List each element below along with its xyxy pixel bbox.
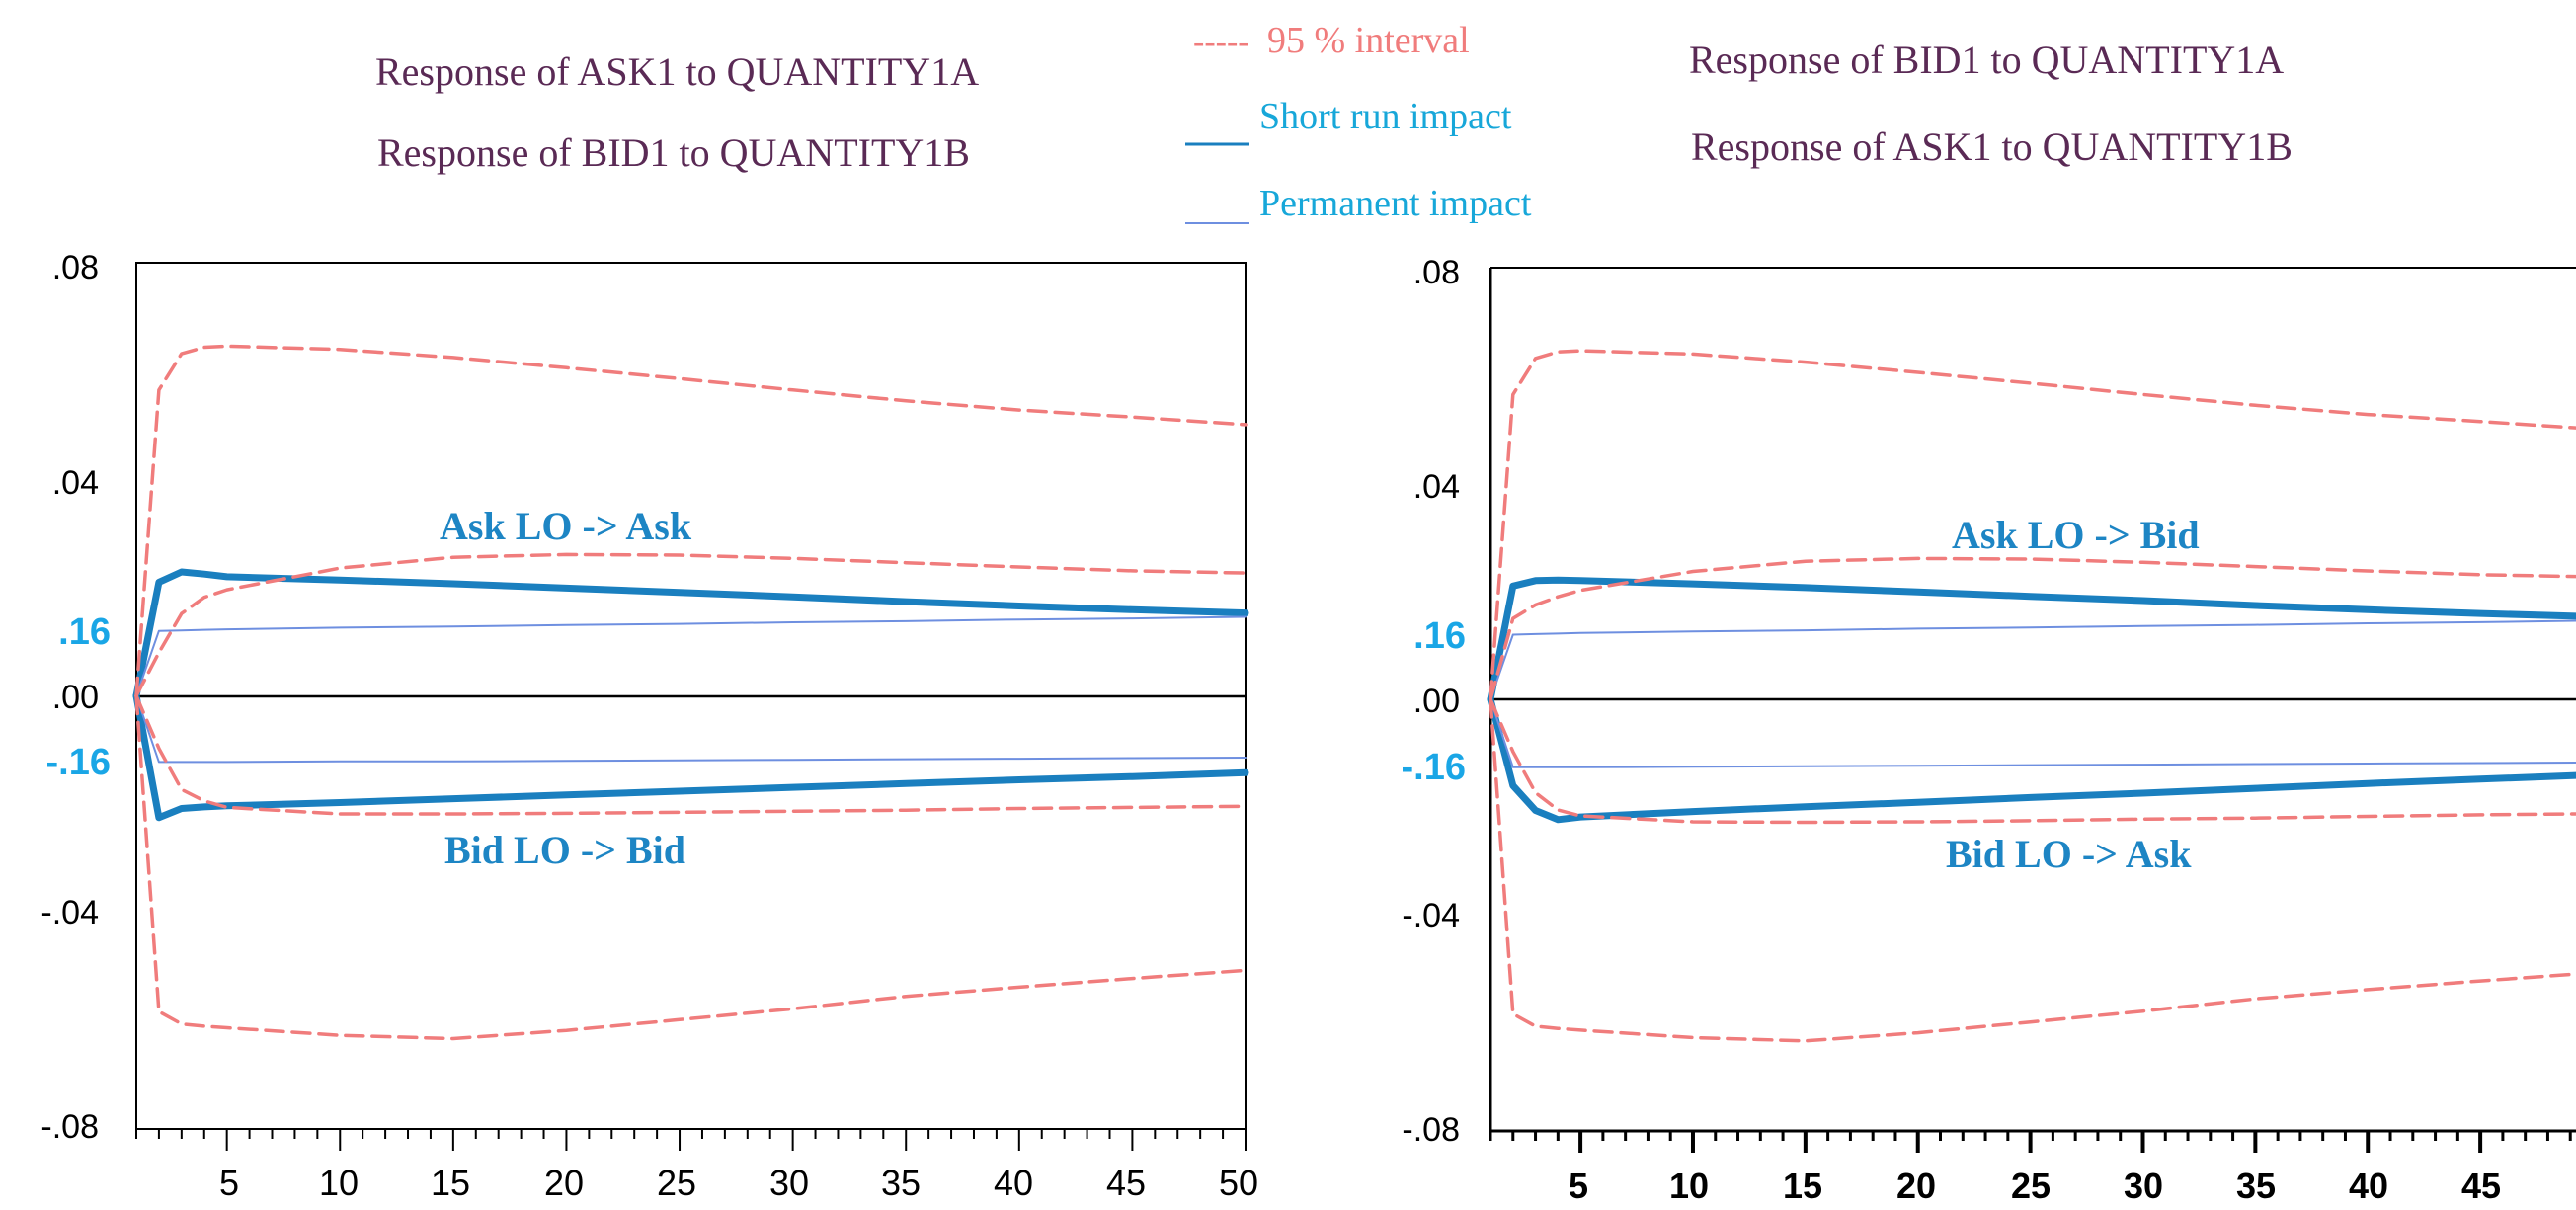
x-tick-label: 30 [769, 1163, 809, 1203]
upper-inner-interval-line [134, 552, 1248, 698]
panel-1-series [132, 344, 1249, 1041]
x-tick-label: 20 [1896, 1166, 1936, 1206]
chart-panel-2: Response of BID1 to QUANTITY1A Response … [1402, 38, 2576, 1206]
lower-permanent-line [135, 694, 1247, 764]
panel-2-plot-area [1487, 267, 2576, 1153]
series-label-upper: Ask LO -> Bid [1952, 513, 2200, 557]
upper-inner-interval-line [1489, 556, 2576, 701]
y-tick-label: -.04 [1402, 897, 1460, 934]
chart-panel-1: Response of ASK1 to QUANTITY1A Response … [40, 49, 1258, 1203]
panel-1-title-2: Response of BID1 to QUANTITY1B [377, 130, 970, 175]
lower-short-run-line [132, 692, 1249, 822]
x-tick-label: 45 [2461, 1166, 2501, 1206]
y-tick-label: .08 [1413, 254, 1460, 291]
panel-1-plot-area [132, 262, 1249, 1151]
x-tick-label: 30 [2124, 1166, 2163, 1206]
legend-permanent-label: Permanent impact [1259, 183, 1532, 224]
y-tick-label: .04 [1413, 468, 1460, 506]
x-tick-label: 45 [1106, 1163, 1146, 1203]
upper-permanent-line [135, 615, 1247, 697]
x-tick-label: 25 [657, 1163, 696, 1203]
x-tick-label: 50 [1219, 1163, 1258, 1203]
y-tick-label: .00 [52, 679, 99, 716]
panel-1-title-1: Response of ASK1 to QUANTITY1A [375, 49, 979, 94]
panel-2-x-minor-ticks [1489, 1131, 2572, 1153]
lower-short-run-line [1487, 695, 2576, 824]
series-label-lower: Bid LO -> Ask [1946, 832, 2192, 876]
y-tick-label: .00 [1413, 683, 1460, 720]
upper-outer-interval-line [134, 344, 1248, 698]
x-tick-label: 40 [994, 1163, 1033, 1203]
x-tick-label: 35 [2236, 1166, 2276, 1206]
legend-interval-dash: ----- [1193, 24, 1249, 60]
upper-permanent-line [1489, 619, 2576, 700]
y-tick-label-highlight: -.16 [1402, 747, 1466, 788]
panel-1-x-minor-ticks [135, 1129, 1247, 1151]
y-tick-label: -.08 [40, 1108, 99, 1146]
x-tick-label: 5 [219, 1163, 239, 1203]
y-tick-label: -.08 [1402, 1111, 1460, 1149]
upper-outer-interval-line [1489, 349, 2576, 701]
x-tick-label: 20 [544, 1163, 584, 1203]
lower-inner-interval-line [134, 693, 1248, 816]
y-tick-label-highlight: .16 [58, 611, 111, 653]
x-tick-label: 10 [1669, 1166, 1709, 1206]
panel-1-y-tick-labels: .08 .04 .00 -.04 -.08 .16 -.16 [40, 249, 111, 1146]
x-tick-label: 10 [319, 1163, 359, 1203]
x-tick-label: 35 [881, 1163, 921, 1203]
legend-short-run-label: Short run impact [1259, 96, 1512, 137]
lower-permanent-line [1489, 698, 2576, 768]
lower-outer-interval-line [1489, 697, 2576, 1043]
x-tick-label: 15 [431, 1163, 470, 1203]
x-tick-label: 25 [2011, 1166, 2051, 1206]
x-tick-label: 15 [1783, 1166, 1822, 1206]
series-label-lower: Bid LO -> Bid [444, 828, 685, 872]
y-tick-label-highlight: -.16 [46, 742, 111, 783]
y-tick-label-highlight: .16 [1413, 615, 1466, 657]
series-label-upper: Ask LO -> Ask [440, 504, 692, 548]
panel-1-x-tick-labels: 5 10 15 20 25 30 35 40 45 50 [219, 1163, 1258, 1203]
x-tick-label: 40 [2349, 1166, 2388, 1206]
panel-2-title-2: Response of ASK1 to QUANTITY1B [1691, 124, 2293, 169]
upper-short-run-line [132, 568, 1249, 699]
panel-2-title-1: Response of BID1 to QUANTITY1A [1689, 38, 2284, 82]
panel-2-series [1487, 349, 2576, 1043]
y-tick-label: .08 [52, 249, 99, 286]
legend-interval-label: 95 % interval [1267, 20, 1470, 61]
legend: ----- 95 % interval Short run impact Per… [1185, 20, 1532, 224]
panel-2-x-tick-labels: 5 10 15 20 25 30 35 40 45 [1569, 1166, 2501, 1206]
panel-2-y-tick-labels: .08 .04 .00 -.04 -.08 .16 -.16 [1402, 254, 1466, 1149]
y-tick-label: -.04 [40, 894, 99, 931]
x-tick-label: 5 [1569, 1166, 1588, 1206]
lower-outer-interval-line [134, 693, 1248, 1041]
y-tick-label: .04 [52, 464, 99, 502]
upper-short-run-line [1487, 576, 2576, 703]
lower-inner-interval-line [1489, 697, 2576, 825]
